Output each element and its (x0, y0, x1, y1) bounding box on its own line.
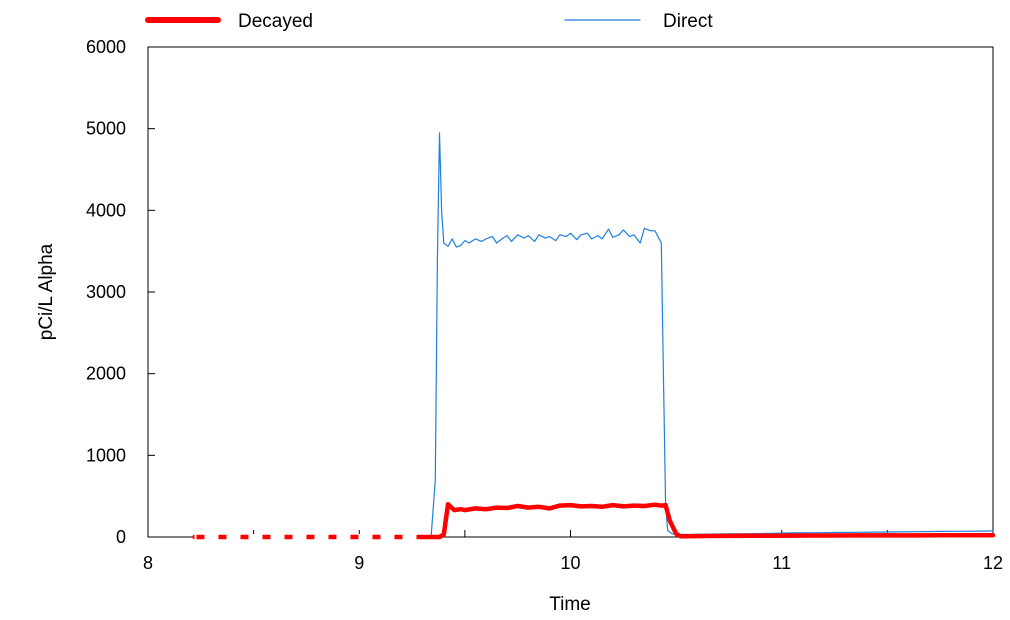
y-axis-title: pCi/L Alpha (36, 243, 57, 340)
y-tick-label: 6000 (86, 37, 126, 57)
legend: Decayed Direct (145, 11, 713, 32)
series-line-direct (193, 132, 994, 538)
legend-label-direct: Direct (663, 11, 713, 32)
legend-label-decayed: Decayed (238, 11, 313, 32)
x-tick-label: 10 (560, 553, 580, 573)
x-tick-label: 11 (772, 553, 791, 573)
x-tick-label: 12 (983, 553, 1003, 573)
y-tick-label: 3000 (86, 282, 126, 302)
y-tick-label: 1000 (86, 445, 126, 465)
x-tick-label: 9 (354, 553, 364, 573)
y-tick-label: 2000 (86, 364, 126, 384)
series-layer (192, 132, 996, 540)
axis-ticks: 8 9 10 11 12 0 1000 2000 3000 4000 5000 6000 (86, 37, 1003, 573)
plot-area-frame (147, 46, 994, 538)
y-tick-label: 0 (116, 527, 126, 547)
y-tick-label: 5000 (86, 119, 126, 139)
x-axis-title: Time (549, 594, 591, 615)
x-tick-label: 8 (143, 553, 153, 573)
y-tick-label: 4000 (86, 200, 126, 220)
